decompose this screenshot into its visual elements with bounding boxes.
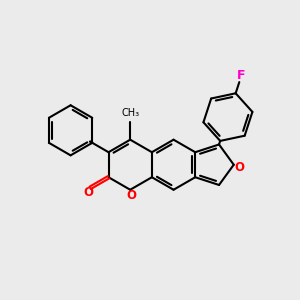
- Text: O: O: [235, 161, 244, 174]
- Text: CH₃: CH₃: [121, 108, 139, 118]
- Text: O: O: [84, 186, 94, 199]
- Text: F: F: [237, 69, 246, 82]
- Text: O: O: [126, 188, 136, 202]
